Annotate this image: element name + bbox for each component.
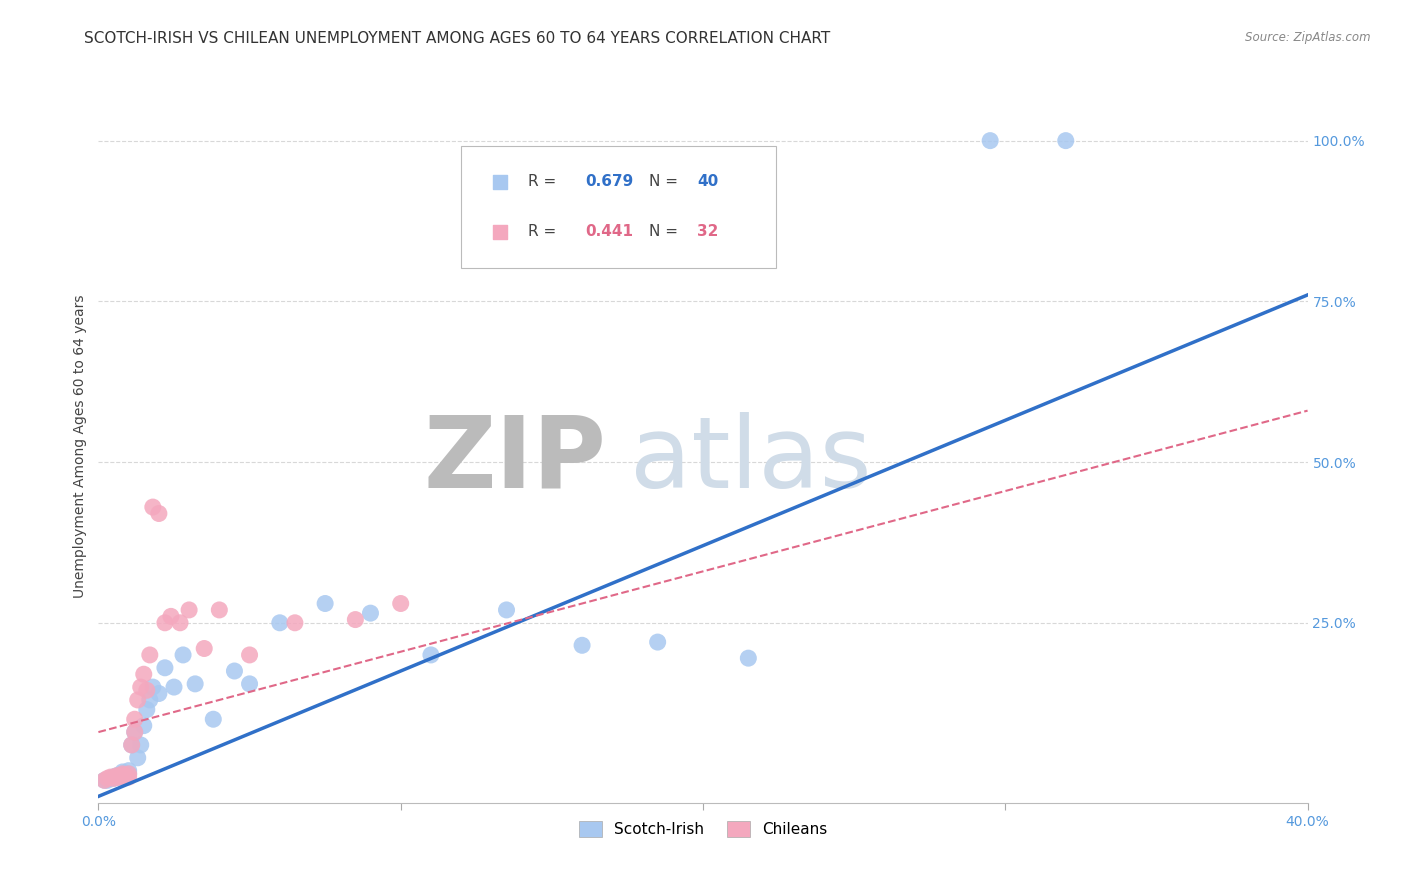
Text: ZIP: ZIP <box>423 412 606 508</box>
Point <box>169 615 191 630</box>
Text: SCOTCH-IRISH VS CHILEAN UNEMPLOYMENT AMONG AGES 60 TO 64 YEARS CORRELATION CHART: SCOTCH-IRISH VS CHILEAN UNEMPLOYMENT AMO… <box>84 31 831 46</box>
Point <box>132 719 155 733</box>
Point <box>160 609 183 624</box>
Text: 0.441: 0.441 <box>586 225 634 239</box>
Point <box>103 772 125 786</box>
Point <box>111 769 134 783</box>
Text: R =: R = <box>527 175 561 189</box>
Point <box>139 693 162 707</box>
Text: 32: 32 <box>697 225 718 239</box>
Point <box>100 772 122 786</box>
Point <box>135 683 157 698</box>
Point <box>121 738 143 752</box>
Point <box>93 773 115 788</box>
Point <box>105 769 128 783</box>
Text: R =: R = <box>527 225 561 239</box>
Point <box>111 764 134 779</box>
Point <box>93 773 115 788</box>
Point <box>495 603 517 617</box>
Point <box>202 712 225 726</box>
Point <box>139 648 162 662</box>
Point <box>172 648 194 662</box>
Point <box>96 773 118 788</box>
Point <box>179 603 201 617</box>
Point <box>420 648 443 662</box>
Point <box>153 661 176 675</box>
Text: Source: ZipAtlas.com: Source: ZipAtlas.com <box>1246 31 1371 45</box>
Point <box>647 635 669 649</box>
Legend: Scotch-Irish, Chileans: Scotch-Irish, Chileans <box>571 814 835 845</box>
Point <box>96 772 118 786</box>
Point <box>239 677 262 691</box>
Point <box>269 615 291 630</box>
Point <box>111 767 134 781</box>
Point <box>344 613 367 627</box>
Point <box>105 769 128 783</box>
Point <box>239 648 262 662</box>
Point <box>1091 262 1114 277</box>
Y-axis label: Unemployment Among Ages 60 to 64 years: Unemployment Among Ages 60 to 64 years <box>73 294 87 598</box>
Point <box>100 770 122 784</box>
Point <box>118 764 141 778</box>
Point <box>979 134 1001 148</box>
Point <box>153 615 176 630</box>
Point <box>314 597 336 611</box>
FancyBboxPatch shape <box>461 146 776 268</box>
Point <box>208 603 231 617</box>
Text: 0.679: 0.679 <box>586 175 634 189</box>
Point <box>1091 217 1114 231</box>
Point <box>224 664 246 678</box>
Point <box>148 686 170 700</box>
Point <box>284 615 307 630</box>
Point <box>142 680 165 694</box>
Point <box>103 770 125 784</box>
Point <box>129 680 152 694</box>
Point <box>118 767 141 781</box>
Point <box>108 770 131 784</box>
Point <box>118 767 141 781</box>
Point <box>193 641 215 656</box>
Point <box>129 738 152 752</box>
Point <box>124 725 146 739</box>
Point <box>124 725 146 739</box>
Point <box>111 767 134 781</box>
Point <box>114 770 136 784</box>
Point <box>184 677 207 691</box>
Point <box>135 702 157 716</box>
Text: 40: 40 <box>697 175 718 189</box>
Point <box>103 772 125 786</box>
Point <box>108 770 131 784</box>
Text: N =: N = <box>648 175 682 189</box>
Point <box>118 770 141 784</box>
Point <box>142 500 165 514</box>
Text: N =: N = <box>648 225 682 239</box>
Point <box>148 507 170 521</box>
Point <box>360 606 382 620</box>
Point <box>737 651 759 665</box>
Point <box>132 667 155 681</box>
Point <box>571 638 593 652</box>
Point <box>124 712 146 726</box>
Point <box>1054 134 1077 148</box>
Point <box>127 751 149 765</box>
Point <box>163 680 186 694</box>
Point <box>105 770 128 784</box>
Point <box>105 770 128 784</box>
Point <box>108 769 131 783</box>
Point <box>114 770 136 784</box>
Point <box>121 738 143 752</box>
Point <box>389 597 412 611</box>
Text: atlas: atlas <box>630 412 872 508</box>
Point <box>127 693 149 707</box>
